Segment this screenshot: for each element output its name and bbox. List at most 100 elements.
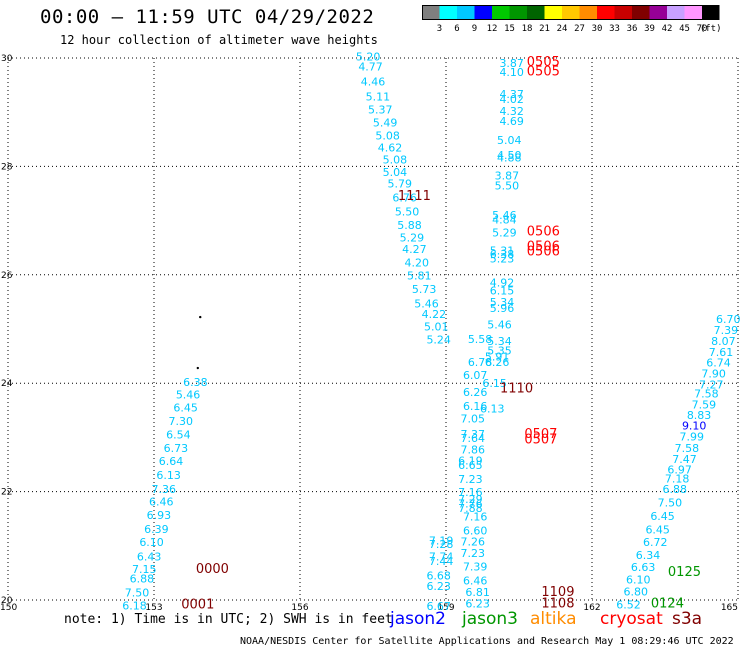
wave-height-label: 7.50 <box>125 586 150 599</box>
footer-note: note: 1) Time is in UTC; 2) SWH is in fe… <box>64 612 393 627</box>
wave-height-label: 5.29 <box>400 231 425 244</box>
x-tick-label: 153 <box>145 603 162 610</box>
wave-height-label: 5.23 <box>490 253 515 266</box>
wave-height-label: 6.65 <box>458 459 483 472</box>
wave-height-label: 7.15 <box>132 563 157 576</box>
y-tick-label: 28 <box>1 162 13 172</box>
wave-height-label: 6.45 <box>650 510 675 523</box>
wave-height-label: 5.81 <box>407 269 432 282</box>
wave-height-label: 7.16 <box>463 511 488 524</box>
wave-height-label: 6.80 <box>624 585 649 598</box>
wave-height-label: 6.70 <box>716 313 740 326</box>
x-tick-label: 150 <box>0 603 17 610</box>
wave-height-label: 5.29 <box>492 227 517 240</box>
colorbar-swatch <box>632 5 650 19</box>
pass-time-label: 0000 <box>196 562 229 577</box>
wave-height-label: 7.74 <box>429 551 454 564</box>
y-tick-label: 20 <box>1 596 13 606</box>
wave-height-label: 5.04 <box>383 166 408 179</box>
colorbar-swatch <box>544 5 562 19</box>
wave-height-label: 6.52 <box>616 598 641 610</box>
wave-height-label: 6.88 <box>130 572 155 585</box>
wave-height-label: 5.96 <box>490 302 515 315</box>
wave-height-label: 6.60 <box>463 525 488 538</box>
colorbar-swatch <box>492 5 510 19</box>
wave-height-label: 5.58 <box>468 333 493 346</box>
wave-height-label: 6.23 <box>426 580 451 593</box>
wave-height-label: 6.18 <box>122 599 147 610</box>
y-tick-label: 22 <box>1 488 12 498</box>
wave-height-label: 5.08 <box>383 153 408 166</box>
colorbar-tick-label: 9 <box>472 24 477 34</box>
legend-jason2: jason2 <box>390 609 446 629</box>
wave-height-label: 6.93 <box>147 509 172 522</box>
wave-height-label: 6.76 <box>392 191 417 204</box>
wave-height-label: 7.27 <box>699 378 724 391</box>
wave-height-label: 6.19 <box>458 455 483 468</box>
pass-time-label: 0506 <box>527 224 560 239</box>
wave-height-label: 6.15 <box>482 377 507 390</box>
pass-time-label: 0505 <box>527 65 560 80</box>
colorbar-tick-label: 27 <box>574 24 585 34</box>
wave-height-label: 5.46 <box>414 298 439 311</box>
wave-height-label: 7.47 <box>672 453 697 466</box>
wave-height-label: 7.26 <box>461 535 486 548</box>
colorbar-tick-label: 3 <box>437 24 442 34</box>
wave-height-label: 5.50 <box>495 179 520 192</box>
wave-height-label: 6.46 <box>149 495 174 508</box>
chart-title: 00:00 – 11:59 UTC 04/29/2022 <box>40 6 375 28</box>
wave-height-label: 7.86 <box>461 443 486 456</box>
colorbar-swatch <box>579 5 597 19</box>
wave-height-label: 4.10 <box>499 66 524 79</box>
wave-height-label: 5.34 <box>487 335 512 348</box>
wave-height-label: 6.46 <box>463 574 488 587</box>
wave-height-label: 6.16 <box>463 400 488 413</box>
pass-time-label: 0507 <box>524 427 557 442</box>
wave-height-label: 4.37 <box>499 88 524 101</box>
wave-height-label: 6.45 <box>173 402 198 415</box>
wave-height-label: 7.61 <box>709 346 734 359</box>
wave-height-label: 5.37 <box>368 103 393 116</box>
wave-height-label: 7.90 <box>701 367 726 380</box>
colorbar-swatch <box>684 5 702 19</box>
wave-height-label: 4.27 <box>402 243 427 256</box>
wave-height-label: 6.74 <box>706 357 731 370</box>
wave-height-label: 4.50 <box>497 149 522 162</box>
pass-time-label: 1108 <box>541 596 574 610</box>
chart-subtitle: 12 hour collection of altimeter wave hei… <box>60 33 378 47</box>
y-tick-label: 24 <box>1 379 13 389</box>
wave-height-label: 4.69 <box>499 115 524 128</box>
wave-height-label: 6.78 <box>468 356 493 369</box>
colorbar-swatch <box>614 5 632 19</box>
wave-height-label: 3.87 <box>495 170 520 183</box>
credit-line: NOAA/NESDIS Center for Satellite Applica… <box>240 636 734 647</box>
wave-height-label: 7.44 <box>429 555 454 568</box>
wave-height-label: 6.68 <box>426 570 451 583</box>
colorbar-tick-label: 6 <box>454 24 459 34</box>
marker-dot <box>199 315 202 319</box>
wave-height-label: 6.45 <box>645 524 670 537</box>
wave-height-label: 6.63 <box>631 561 656 574</box>
wave-height-label: 7.28 <box>429 538 454 551</box>
colorbar-swatch <box>422 5 440 19</box>
colorbar-swatch <box>702 5 720 19</box>
y-tick-label: 26 <box>1 271 13 281</box>
colorbar-tick-label: 30 <box>592 24 603 34</box>
wave-height-label: 7.05 <box>461 412 486 425</box>
wave-height-label: 4.62 <box>378 141 403 154</box>
wave-height-label: 5.49 <box>373 116 398 129</box>
wave-height-label: 5.04 <box>497 134 522 147</box>
colorbar-tick-label: 21 <box>539 24 550 34</box>
wave-height-label: 6.88 <box>662 483 687 496</box>
wave-height-label: 6.72 <box>643 536 668 549</box>
wave-height-label: 6.23 <box>465 597 490 610</box>
colorbar-tick-label: 70 <box>697 24 708 34</box>
colorbar-tick-label: 42 <box>662 24 673 34</box>
wave-height-label: 4.92 <box>490 276 515 289</box>
wave-height-label: 6.10 <box>139 536 164 549</box>
colorbar-tick-label: 18 <box>522 24 533 34</box>
wave-height-label: 5.91 <box>485 351 510 364</box>
wave-height-label: 8.83 <box>687 409 712 422</box>
wave-height-label: 6.73 <box>164 442 189 455</box>
wave-height-label: 6.39 <box>144 523 169 536</box>
